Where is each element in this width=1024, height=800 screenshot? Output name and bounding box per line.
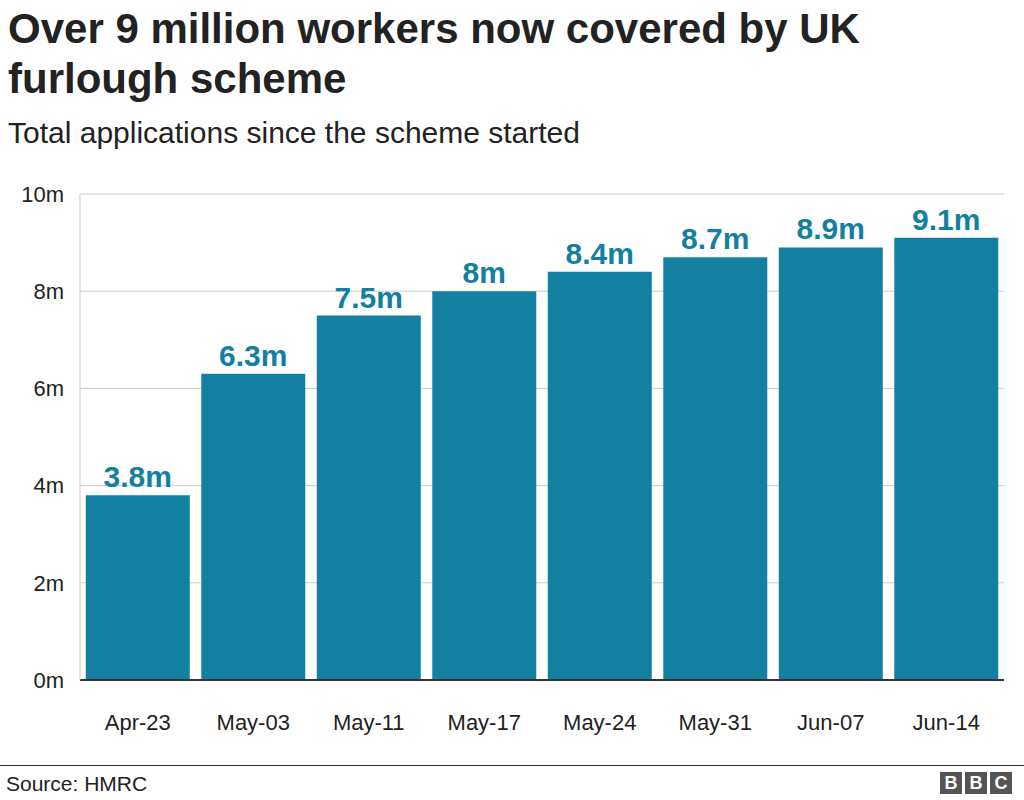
svg-text:May-24: May-24 (563, 710, 636, 735)
html-text:Source: HMRC: Source: HMRC (6, 772, 148, 795)
html-text:Over 9 million workers now cov: Over 9 million workers now covered by UK… (8, 5, 860, 102)
svg-text:8.7m: 8.7m (681, 222, 749, 255)
svg-text:Jun-14: Jun-14 (913, 710, 980, 735)
html-text:Total applications since the s: Total applications since the scheme star… (8, 116, 580, 149)
svg-text:7.5m: 7.5m (335, 281, 403, 314)
svg-text:May-17: May-17 (448, 710, 521, 735)
svg-text:3.8m: 3.8m (104, 460, 172, 493)
svg-text:May-03: May-03 (217, 710, 290, 735)
svg-text:0m: 0m (33, 668, 64, 693)
svg-text:Jun-07: Jun-07 (797, 710, 864, 735)
svg-text:May-11: May-11 (333, 710, 405, 735)
svg-text:Apr-23: Apr-23 (105, 710, 171, 735)
html-text:B: B (969, 773, 983, 793)
svg-text:6.3m: 6.3m (219, 339, 287, 372)
svg-text:8m: 8m (463, 256, 506, 289)
html-text:C: C (994, 773, 1008, 793)
html-text:B: B (944, 773, 958, 793)
svg-text:4m: 4m (33, 473, 64, 498)
svg-text:10m: 10m (21, 182, 64, 207)
svg-text:8m: 8m (33, 279, 64, 304)
svg-text:9.1m: 9.1m (912, 203, 980, 236)
svg-text:6m: 6m (33, 376, 64, 401)
svg-text:8.9m: 8.9m (797, 212, 865, 245)
svg-text:8.4m: 8.4m (566, 237, 634, 270)
svg-text:May-31: May-31 (679, 710, 752, 735)
svg-text:2m: 2m (33, 571, 64, 596)
